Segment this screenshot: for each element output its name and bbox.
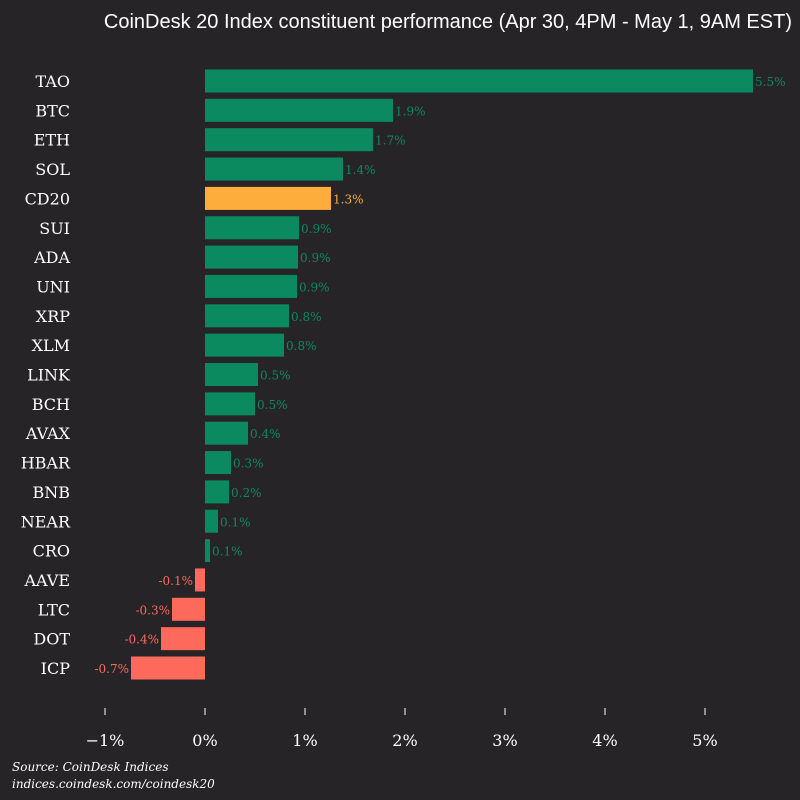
- value-label-btc: 1.9%: [395, 104, 426, 118]
- bars-layer: [131, 69, 753, 680]
- category-label-cd20: CD20: [25, 189, 70, 208]
- bar-bch: [205, 392, 255, 416]
- value-label-tao: 5.5%: [755, 75, 786, 89]
- bar-sui: [205, 216, 299, 240]
- category-label-sui: SUI: [39, 219, 70, 238]
- value-label-bch: 0.5%: [257, 398, 288, 412]
- bar-xrp: [205, 304, 289, 328]
- value-label-sui: 0.9%: [301, 222, 332, 236]
- bar-xlm: [205, 333, 284, 357]
- value-labels-layer: 5.5% 1.9% 1.7% 1.4% 1.3% 0.9% 0.9% 0.9% 0.8% 0.8%…: [94, 75, 785, 676]
- category-label-hbar: HBAR: [21, 454, 71, 473]
- source-label: Source: CoinDesk Indices: [12, 760, 169, 774]
- value-label-sol: 1.4%: [345, 163, 376, 177]
- value-label-near: 0.1%: [220, 515, 251, 529]
- value-label-cd20: 1.3%: [333, 192, 364, 206]
- category-label-avax: AVAX: [25, 424, 71, 443]
- value-label-ltc: -0.3%: [135, 603, 170, 617]
- value-label-avax: 0.4%: [250, 427, 281, 441]
- bar-ltc: [172, 597, 205, 621]
- x-tick-label: 3%: [492, 731, 517, 750]
- bar-sol: [205, 157, 343, 181]
- value-label-xlm: 0.8%: [286, 339, 317, 353]
- x-axis: −1% 0% 1% 2% 3% 4% 5%: [86, 708, 718, 750]
- value-label-bnb: 0.2%: [231, 486, 262, 500]
- value-label-eth: 1.7%: [375, 134, 406, 148]
- category-label-sol: SOL: [35, 160, 70, 179]
- bar-uni: [205, 274, 297, 298]
- category-label-btc: BTC: [35, 101, 70, 120]
- bar-ada: [205, 245, 298, 269]
- category-label-uni: UNI: [36, 277, 70, 296]
- x-tick-label: 5%: [692, 731, 717, 750]
- value-label-link: 0.5%: [260, 369, 291, 383]
- source-url: indices.coindesk.com/coindesk20: [12, 777, 215, 791]
- value-label-ada: 0.9%: [300, 251, 331, 265]
- category-label-near: NEAR: [21, 512, 71, 531]
- bar-tao: [205, 69, 753, 93]
- category-label-dot: DOT: [33, 630, 70, 649]
- category-label-bch: BCH: [32, 395, 70, 414]
- bar-eth: [205, 128, 373, 152]
- category-label-link: LINK: [27, 366, 71, 385]
- value-label-cro: 0.1%: [212, 545, 243, 559]
- category-label-aave: AAVE: [23, 571, 70, 590]
- category-label-tao: TAO: [36, 72, 70, 91]
- category-label-ltc: LTC: [38, 600, 70, 619]
- bar-hbar: [205, 451, 231, 475]
- bar-link: [205, 363, 258, 386]
- x-tick-label: 0%: [192, 731, 217, 750]
- value-label-dot: -0.4%: [124, 633, 159, 647]
- value-label-hbar: 0.3%: [233, 457, 264, 471]
- bar-avax: [205, 421, 248, 445]
- category-labels-layer: TAO BTC ETH SOL CD20 SUI ADA UNI XRP XLM LINK BCH AV…: [21, 72, 71, 678]
- bar-aave: [195, 568, 205, 592]
- chart-title: CoinDesk 20 Index constituent performanc…: [104, 11, 792, 33]
- bar-dot: [161, 627, 205, 651]
- x-tick-label: 2%: [392, 731, 417, 750]
- category-label-xrp: XRP: [36, 307, 70, 326]
- value-label-icp: -0.7%: [94, 662, 129, 676]
- bar-near: [205, 509, 218, 533]
- category-label-icp: ICP: [41, 659, 71, 678]
- category-label-eth: ETH: [34, 131, 70, 150]
- bar-cd20: [205, 186, 331, 210]
- x-tick-label: 1%: [292, 731, 317, 750]
- bar-btc: [205, 98, 393, 122]
- value-label-uni: 0.9%: [299, 280, 330, 294]
- category-label-cro: CRO: [33, 542, 70, 561]
- category-label-bnb: BNB: [32, 483, 70, 502]
- x-tick-label: −1%: [86, 731, 125, 750]
- bar-icp: [131, 656, 205, 680]
- bar-bnb: [205, 480, 229, 504]
- bar-cro: [205, 539, 210, 563]
- value-label-aave: -0.1%: [158, 574, 193, 588]
- category-label-ada: ADA: [33, 248, 70, 267]
- x-tick-label: 4%: [592, 731, 617, 750]
- category-label-xlm: XLM: [32, 336, 70, 355]
- value-label-xrp: 0.8%: [291, 310, 322, 324]
